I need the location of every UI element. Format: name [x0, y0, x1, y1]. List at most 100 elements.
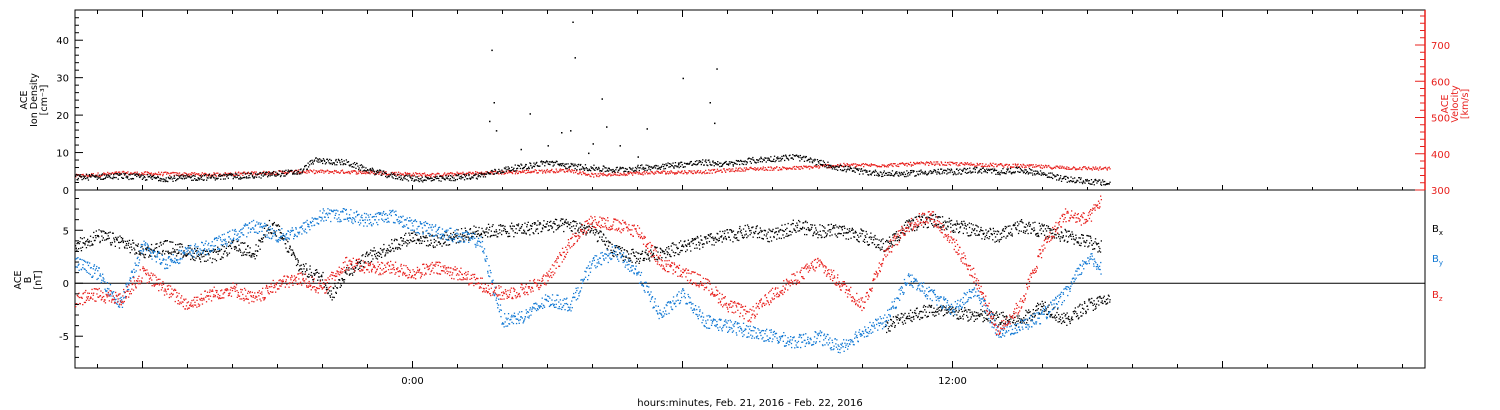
data-point: [420, 236, 422, 238]
data-point: [243, 171, 245, 173]
data-point: [749, 230, 751, 232]
data-point: [383, 170, 385, 172]
data-point: [419, 240, 421, 242]
data-point: [1087, 246, 1089, 248]
data-point: [191, 257, 194, 259]
data-point: [368, 172, 370, 174]
data-point: [886, 164, 889, 166]
data-point: [819, 230, 821, 232]
data-point: [200, 173, 202, 176]
data-point: [86, 175, 88, 177]
data-point: [964, 222, 966, 225]
data-point: [223, 250, 226, 253]
data-point: [533, 162, 535, 164]
data-point: [111, 177, 113, 179]
data-point: [213, 250, 216, 252]
data-point: [932, 311, 934, 313]
data-point: [854, 171, 856, 173]
data-point: [283, 238, 285, 240]
data-point: [1000, 312, 1003, 314]
data-point: [386, 176, 388, 179]
data-point: [168, 172, 170, 175]
data-point: [512, 225, 514, 227]
data-point: [1025, 166, 1027, 168]
data-point: [222, 253, 225, 255]
data-point: [1013, 166, 1015, 168]
data-point: [530, 172, 532, 174]
data-point: [922, 226, 925, 228]
data-point: [948, 168, 950, 171]
data-point: [487, 172, 489, 174]
data-point: [523, 230, 526, 232]
data-point: [792, 154, 794, 156]
data-point: [586, 173, 588, 176]
data-point: [158, 173, 160, 175]
data-point: [80, 250, 83, 252]
data-point: [870, 238, 872, 240]
data-point: [330, 171, 332, 173]
data-point: [985, 171, 987, 173]
data-point: [212, 174, 214, 176]
data-point: [115, 236, 117, 239]
data-point: [181, 174, 183, 176]
data-point: [189, 176, 191, 178]
data-point: [140, 175, 142, 177]
data-point: [734, 162, 736, 165]
data-point: [376, 169, 379, 172]
data-point: [238, 171, 240, 173]
data-point: [479, 172, 481, 174]
data-point: [659, 168, 662, 170]
data-point: [982, 163, 984, 165]
data-point: [711, 244, 713, 246]
data-point: [773, 169, 775, 171]
data-point: [902, 316, 904, 318]
data-point: [677, 162, 680, 164]
data-point: [895, 171, 897, 173]
data-point: [777, 227, 779, 229]
data-point: [99, 241, 101, 244]
data-point: [478, 172, 480, 174]
data-point: [690, 250, 692, 252]
data-point: [591, 167, 594, 169]
data-point: [619, 247, 622, 250]
data-point: [481, 227, 483, 230]
data-point: [689, 161, 692, 163]
data-point: [936, 163, 938, 165]
data-point: [889, 245, 892, 247]
data-point: [667, 252, 669, 254]
data-point: [817, 237, 819, 239]
data-point: [296, 173, 298, 175]
data-point: [579, 222, 581, 224]
data-point: [603, 234, 605, 236]
data-point: [630, 253, 632, 255]
data-point: [944, 309, 946, 311]
data-point: [532, 165, 535, 167]
data-point: [587, 173, 589, 175]
data-point: [247, 171, 249, 173]
data-point: [523, 171, 525, 173]
data-point: [521, 171, 523, 173]
data-point: [729, 170, 731, 173]
data-point: [460, 175, 463, 177]
data-point: [294, 173, 296, 175]
data-point: [877, 165, 880, 168]
data-point: [397, 178, 399, 180]
data-point: [509, 226, 512, 228]
data-point: [139, 174, 142, 176]
data-point: [693, 170, 695, 172]
data-point: [1071, 168, 1073, 170]
data-point: [240, 178, 242, 180]
data-point: [780, 168, 782, 170]
data-point: [934, 224, 936, 226]
density-spike-point: [493, 102, 495, 104]
data-point: [1033, 173, 1036, 175]
data-point: [746, 168, 748, 170]
data-point: [120, 173, 123, 175]
data-point: [972, 315, 975, 317]
data-point: [824, 232, 827, 234]
data-point: [968, 163, 970, 165]
data-point: [917, 316, 919, 319]
data-point: [201, 175, 204, 177]
data-point: [585, 167, 587, 169]
data-point: [178, 175, 180, 177]
